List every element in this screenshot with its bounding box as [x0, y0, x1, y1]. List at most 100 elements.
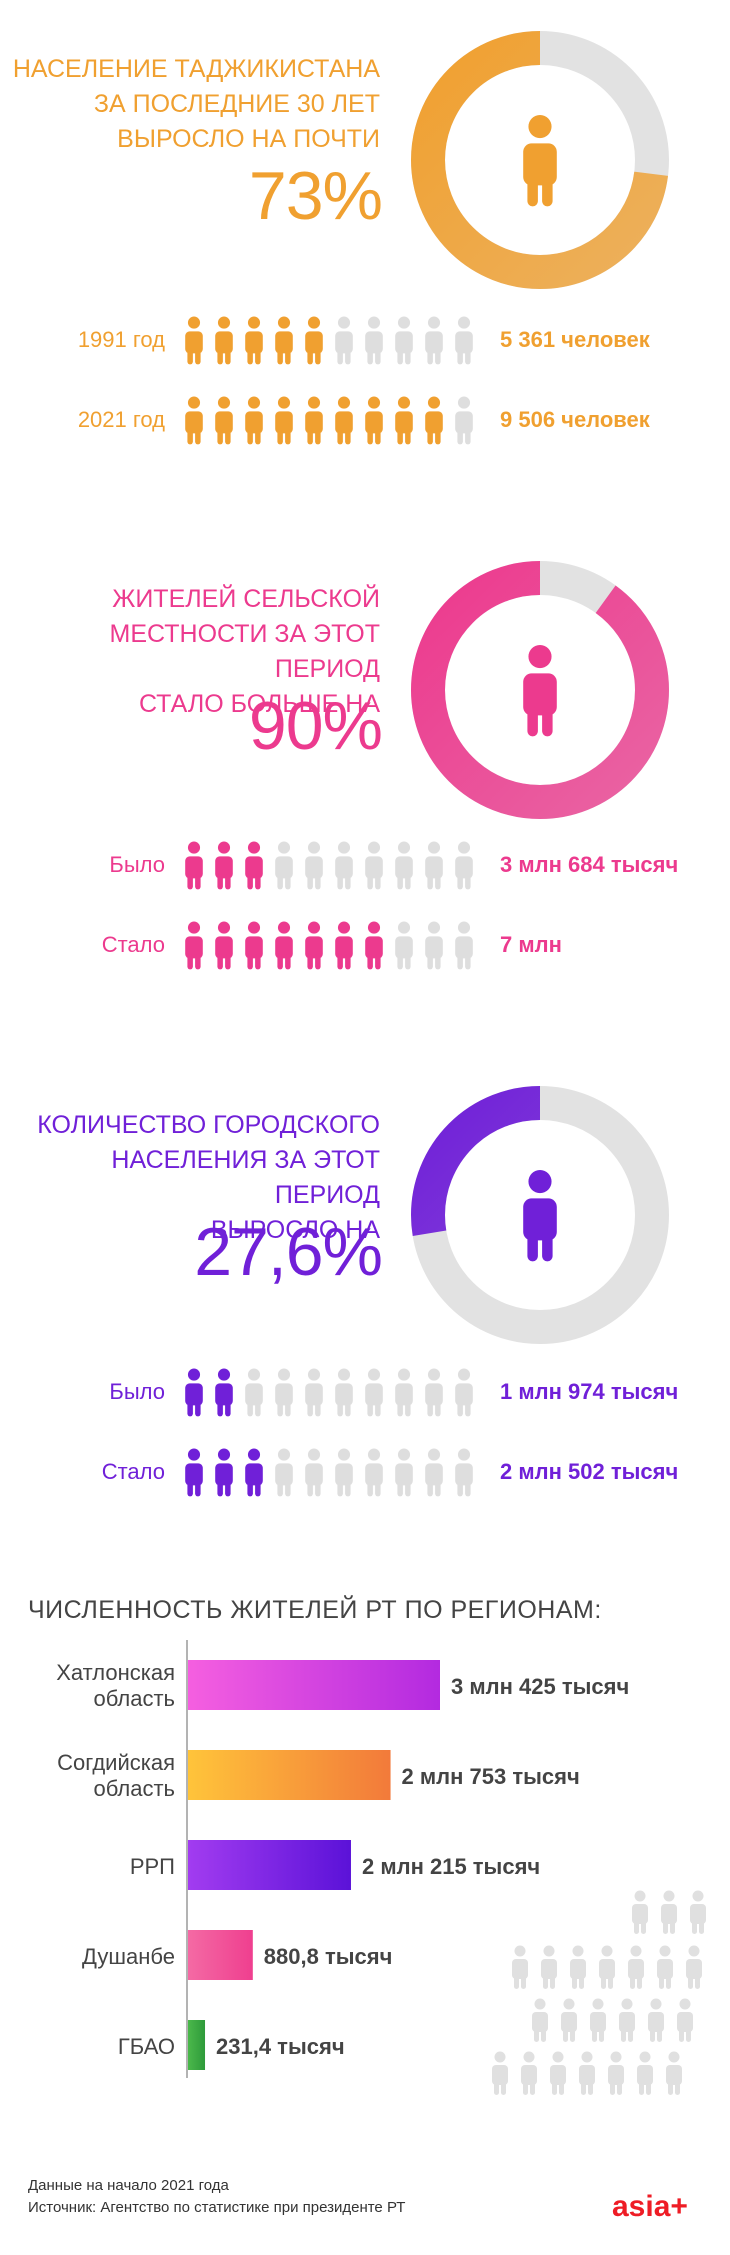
- person-filled-icon: [245, 921, 263, 970]
- headline-line: ВЫРОСЛО НА ПОЧТИ: [117, 125, 380, 153]
- value-label: 880,8 тысяч: [264, 1944, 393, 1969]
- section1-big-number: 73%: [248, 158, 383, 234]
- person-filled-icon: [365, 921, 383, 970]
- person-empty-icon: [245, 1368, 263, 1417]
- person-filled-icon: [215, 1448, 233, 1497]
- person-filled-icon: [365, 396, 383, 445]
- person-filled-icon: [275, 921, 293, 970]
- person-empty-icon: [335, 316, 353, 365]
- crowd-person-icon: [608, 2051, 624, 2095]
- footer-source: Источник: Агентство по статистике при пр…: [28, 2199, 406, 2216]
- person-filled-icon: [425, 396, 443, 445]
- headline-line: НАСЕЛЕНИЕ ТАДЖИКИСТАНА: [12, 55, 380, 83]
- crowd-person-icon: [590, 1998, 606, 2042]
- section1-donut-chart: [411, 31, 669, 289]
- person-empty-icon: [275, 841, 293, 890]
- person-icons-row: [185, 1448, 473, 1497]
- person-empty-icon: [455, 841, 473, 890]
- value-label: 2 млн 215 тысяч: [362, 1854, 540, 1879]
- crowd-person-icon: [570, 1945, 586, 1989]
- person-filled-icon: [245, 396, 263, 445]
- value-label: 231,4 тысяч: [216, 2034, 345, 2059]
- section1-row2-icons: [184, 392, 484, 448]
- bar-0: [188, 1660, 440, 1710]
- headline-line: НАСЕЛЕНИЯ ЗА ЭТОТ ПЕРИОД: [111, 1146, 380, 1209]
- section2-row2-icons: [184, 917, 484, 973]
- person-filled-icon: [245, 1448, 263, 1497]
- person-empty-icon: [425, 841, 443, 890]
- person-filled-icon: [305, 316, 323, 365]
- crowd-person-icon: [637, 2051, 653, 2095]
- person-filled-icon: [245, 841, 263, 890]
- person-filled-icon: [335, 921, 353, 970]
- regions-bar-chart: Хатлонская область 3 млн 425 тысяч Согдийск…: [56, 1640, 629, 2078]
- section2-row1-icons: [184, 837, 484, 893]
- section1-row2-value: 9 506 человек: [500, 407, 650, 432]
- section3-row2-icons: [184, 1444, 484, 1500]
- person-empty-icon: [365, 1368, 383, 1417]
- headline-line: КОЛИЧЕСТВО ГОРОДСКОГО: [37, 1111, 380, 1139]
- section3-row1-icons: [184, 1364, 484, 1420]
- person-icon: [523, 645, 557, 737]
- section3-row2-label: Стало: [101, 1459, 165, 1484]
- category-label: Душанбе: [82, 1944, 175, 1969]
- crowd-person-icon: [628, 1945, 644, 1989]
- person-filled-icon: [395, 396, 413, 445]
- bar-1: [188, 1750, 391, 1800]
- person-empty-icon: [335, 1448, 353, 1497]
- person-empty-icon: [275, 1448, 293, 1497]
- person-filled-icon: [305, 396, 323, 445]
- section1-row1-value: 5 361 человек: [500, 327, 650, 352]
- value-label: 2 млн 753 тысяч: [402, 1764, 580, 1789]
- section2-row2-value: 7 млн: [500, 932, 562, 957]
- donut-arc: [411, 31, 669, 289]
- person-empty-icon: [455, 1368, 473, 1417]
- person-empty-icon: [425, 1368, 443, 1417]
- crowd-person-icon: [492, 2051, 508, 2095]
- category-label: ГБАО: [118, 2034, 175, 2059]
- person-empty-icon: [365, 316, 383, 365]
- crowd-person-icon: [677, 1998, 693, 2042]
- crowd-person-icon: [561, 1998, 577, 2042]
- person-empty-icon: [335, 1368, 353, 1417]
- person-filled-icon: [245, 316, 263, 365]
- bar-2: [188, 1840, 351, 1890]
- headline-line: ВЫРОСЛО НА: [210, 1216, 380, 1244]
- crowd-person-icon: [579, 2051, 595, 2095]
- person-filled-icon: [215, 841, 233, 890]
- person-empty-icon: [305, 1368, 323, 1417]
- person-empty-icon: [365, 841, 383, 890]
- crowd-person-icon: [619, 1998, 635, 2042]
- person-icons-row: [185, 841, 473, 890]
- section3-row2-value: 2 млн 502 тысяч: [500, 1459, 679, 1484]
- section3-row1-value: 1 млн 974 тысяч: [500, 1379, 679, 1404]
- section1-row2-label: 2021 год: [77, 407, 165, 432]
- category-label: Согдийская область: [57, 1750, 175, 1801]
- person-filled-icon: [185, 396, 203, 445]
- section3-headline: КОЛИЧЕСТВО ГОРОДСКОГО НАСЕЛЕНИЯ ЗА ЭТОТ …: [0, 1108, 380, 1248]
- donut-arc: [411, 561, 669, 819]
- asia-plus-logo: asia+: [612, 2190, 688, 2223]
- donut-arc: [411, 1086, 669, 1344]
- person-icon: [523, 115, 557, 207]
- section2-row1-label: Было: [109, 852, 165, 877]
- crowd-person-icon: [686, 1945, 702, 1989]
- person-icons-row: [185, 316, 473, 365]
- crowd-person-icon: [632, 1890, 648, 1934]
- person-filled-icon: [185, 316, 203, 365]
- person-empty-icon: [365, 1448, 383, 1497]
- person-empty-icon: [305, 1448, 323, 1497]
- person-empty-icon: [395, 1368, 413, 1417]
- person-filled-icon: [275, 316, 293, 365]
- person-empty-icon: [395, 316, 413, 365]
- person-empty-icon: [395, 1448, 413, 1497]
- headline-line: ЗА ПОСЛЕДНИЕ 30 ЛЕТ: [93, 90, 380, 118]
- category-label: РРП: [130, 1854, 175, 1879]
- bar-4: [188, 2020, 206, 2070]
- person-empty-icon: [395, 921, 413, 970]
- footer-note: Данные на начало 2021 года: [28, 2177, 229, 2194]
- person-empty-icon: [305, 841, 323, 890]
- section1-row1-label: 1991 год: [77, 327, 165, 352]
- crowd-person-icon: [666, 2051, 682, 2095]
- person-filled-icon: [275, 396, 293, 445]
